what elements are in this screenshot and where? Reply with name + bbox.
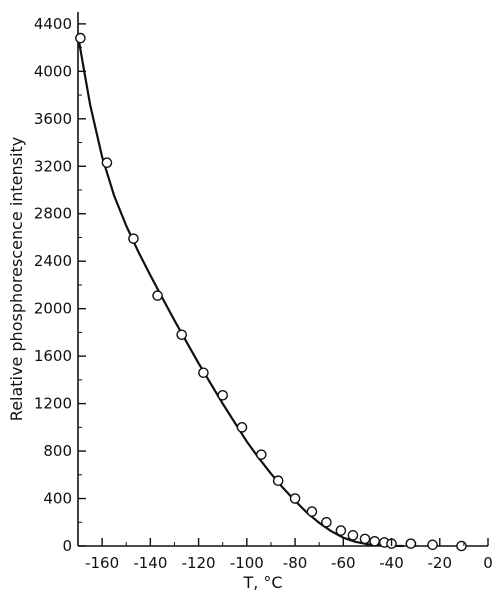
y-tick-label: 400	[43, 490, 72, 508]
data-point	[217, 389, 229, 401]
y-tick-label: 2800	[34, 205, 72, 223]
x-tick-label: -20	[428, 554, 453, 572]
x-ticks: -160 -140 -120 -100 -80 -60 -40 -20 0	[77, 538, 493, 572]
y-tick-label: 4400	[34, 15, 72, 33]
y-tick-label: 1600	[34, 347, 72, 365]
fit-curve	[76, 35, 404, 548]
x-tick-label: -60	[331, 554, 356, 572]
data-point	[321, 516, 332, 528]
data-point	[152, 290, 163, 301]
x-tick-label: 0	[483, 554, 493, 572]
data-point	[198, 367, 209, 379]
y-tick-label: 3600	[34, 110, 72, 128]
x-tick-label: -120	[182, 554, 216, 572]
data-point	[128, 233, 139, 244]
y-tick-label: 4000	[34, 62, 72, 80]
x-axis-title: T, °C	[242, 573, 282, 592]
y-tick-label: 1200	[34, 395, 72, 413]
y-tick-label: 2000	[34, 300, 72, 318]
y-tick-label: 0	[62, 537, 72, 555]
y-ticks: 0 400 800 1200 1600 2000 2400 2800 3200 3600 4000 4…	[34, 15, 86, 555]
data-point	[255, 449, 267, 460]
x-tick-label: -40	[379, 554, 404, 572]
data-point	[335, 525, 347, 536]
data-point	[427, 539, 438, 551]
fit-curve-group	[76, 35, 404, 548]
y-tick-label: 3200	[34, 157, 72, 175]
y-tick-label: 800	[43, 442, 72, 460]
data-point	[289, 493, 301, 504]
data-point	[405, 538, 417, 549]
axes	[77, 12, 488, 547]
data-point	[456, 540, 467, 552]
data-points	[75, 32, 467, 552]
data-point	[176, 329, 188, 341]
data-point	[306, 506, 318, 517]
data-point	[359, 533, 371, 545]
y-tick-label: 2400	[34, 252, 72, 270]
x-tick-label: -100	[230, 554, 264, 572]
data-point	[347, 530, 359, 541]
x-tick-label: -140	[133, 554, 167, 572]
data-point	[369, 535, 380, 547]
data-point	[272, 475, 284, 487]
y-axis-title: Relative phosphorescence intensity	[7, 137, 26, 421]
data-point	[101, 157, 113, 169]
x-tick-label: -160	[85, 554, 119, 572]
data-point	[236, 422, 248, 433]
data-point	[75, 32, 86, 44]
x-tick-label: -80	[283, 554, 308, 572]
